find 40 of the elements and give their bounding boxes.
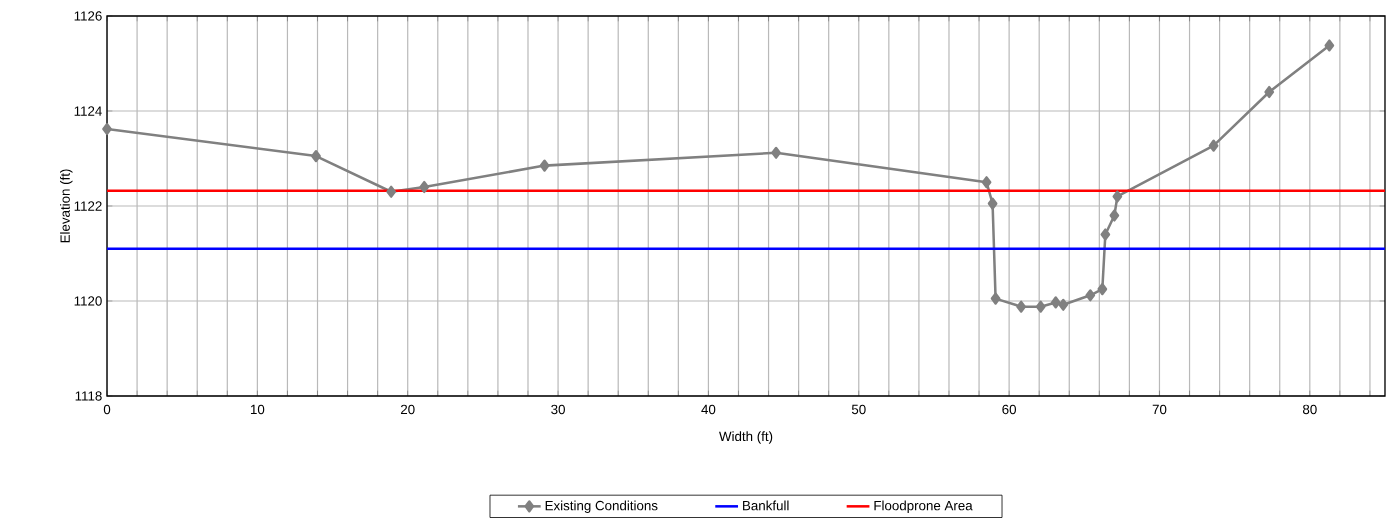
legend-label: Bankfull xyxy=(743,500,789,511)
point xyxy=(1085,289,1096,302)
x-tick-label: 60 xyxy=(1002,404,1017,415)
legend-label: Floodprone Area xyxy=(874,500,973,513)
point xyxy=(1016,300,1027,313)
legend-label: Existing Conditions xyxy=(545,500,658,513)
x-tick-label: 70 xyxy=(1152,404,1167,415)
point xyxy=(981,176,992,189)
point xyxy=(386,185,397,198)
point xyxy=(1050,296,1061,309)
point xyxy=(1035,300,1046,313)
x-tick-label: 80 xyxy=(1302,404,1317,415)
y-tick-label: 1122 xyxy=(74,201,102,211)
y-tick-label: 1118 xyxy=(75,391,102,401)
y-tick-label: 1120 xyxy=(74,296,102,306)
point xyxy=(771,146,781,159)
point xyxy=(419,180,430,194)
x-tick-label: 50 xyxy=(851,404,866,415)
point xyxy=(311,150,321,163)
x-tick-label: 0 xyxy=(103,404,111,415)
point xyxy=(1112,190,1123,203)
point xyxy=(987,197,998,210)
x-axis-title: Width (ft) xyxy=(719,431,773,444)
x-tick-label: 40 xyxy=(701,404,716,415)
y-axis-title: Elevation (ft) xyxy=(60,169,73,243)
x-tick-label: 20 xyxy=(400,404,415,415)
x-tick-label: 10 xyxy=(250,404,265,415)
y-tick-label: 1124 xyxy=(74,106,102,116)
point xyxy=(1324,39,1335,52)
point xyxy=(1264,85,1275,99)
point xyxy=(1097,283,1108,296)
point xyxy=(1100,228,1111,241)
point xyxy=(539,159,550,172)
point xyxy=(1208,139,1219,152)
point xyxy=(1058,298,1069,311)
point xyxy=(1109,209,1120,222)
y-tick-label: 1126 xyxy=(74,11,102,21)
point xyxy=(102,122,112,136)
point xyxy=(990,292,1001,305)
x-tick-label: 30 xyxy=(551,404,565,415)
